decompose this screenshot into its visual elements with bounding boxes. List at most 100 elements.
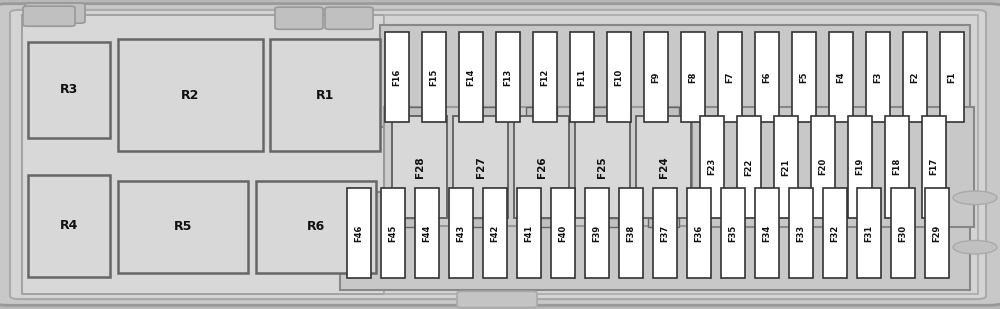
Text: F10: F10	[614, 69, 624, 86]
Text: F40: F40	[558, 225, 568, 242]
Bar	[459, 32, 483, 122]
Bar	[866, 32, 890, 122]
Text: F36: F36	[695, 225, 704, 242]
Text: F11: F11	[578, 69, 587, 86]
Bar	[903, 32, 927, 122]
Bar	[385, 32, 409, 122]
Text: F25: F25	[597, 156, 607, 178]
Bar	[118, 181, 248, 273]
Text: F41: F41	[524, 225, 534, 242]
Bar	[607, 32, 631, 122]
Bar	[857, 188, 881, 278]
Text: F44: F44	[422, 225, 432, 242]
Bar	[415, 188, 439, 278]
Bar	[653, 188, 677, 278]
FancyBboxPatch shape	[457, 291, 537, 307]
Bar	[22, 15, 384, 294]
Bar	[483, 188, 507, 278]
Bar	[270, 39, 380, 151]
Bar	[587, 218, 618, 227]
FancyBboxPatch shape	[275, 7, 323, 29]
Bar	[347, 188, 371, 278]
Bar	[811, 116, 835, 218]
Bar	[381, 188, 405, 278]
Text: F39: F39	[592, 225, 602, 242]
Bar	[681, 32, 705, 122]
Bar	[687, 188, 711, 278]
Text: F30: F30	[898, 225, 908, 242]
Bar	[453, 116, 508, 218]
Text: F27: F27	[476, 156, 486, 178]
Text: F23: F23	[708, 158, 716, 176]
Bar	[848, 116, 872, 218]
Text: F46: F46	[354, 225, 364, 242]
Bar	[891, 188, 915, 278]
Bar	[648, 218, 679, 227]
Text: F6: F6	[763, 71, 772, 83]
Text: F32: F32	[830, 225, 840, 242]
Bar	[755, 32, 779, 122]
Bar	[526, 218, 557, 227]
Bar	[700, 116, 724, 218]
Bar	[587, 107, 618, 116]
Bar	[721, 188, 745, 278]
Text: F3: F3	[874, 72, 883, 83]
FancyBboxPatch shape	[325, 7, 373, 29]
Bar	[885, 116, 909, 218]
Text: R6: R6	[307, 220, 325, 234]
Bar	[925, 188, 949, 278]
FancyBboxPatch shape	[25, 3, 85, 23]
Bar	[496, 32, 520, 122]
Text: F20: F20	[818, 158, 828, 176]
Bar	[737, 116, 761, 218]
Bar	[256, 181, 376, 273]
Bar	[384, 107, 704, 226]
Text: F34: F34	[763, 225, 772, 242]
Bar	[829, 32, 853, 122]
Text: F7: F7	[726, 72, 734, 83]
Text: F8: F8	[689, 72, 698, 83]
Bar	[449, 188, 473, 278]
Text: F24: F24	[658, 156, 668, 178]
FancyBboxPatch shape	[0, 4, 1000, 305]
Bar	[392, 116, 447, 218]
Circle shape	[953, 240, 997, 254]
Bar	[922, 116, 946, 218]
Text: F31: F31	[864, 225, 874, 242]
Bar	[575, 116, 630, 218]
Bar	[28, 175, 110, 277]
Bar	[384, 15, 978, 294]
Bar	[644, 32, 668, 122]
Text: F19: F19	[856, 158, 864, 176]
Bar	[636, 116, 691, 218]
Bar	[514, 116, 569, 218]
Text: F45: F45	[388, 225, 398, 242]
Bar	[404, 218, 435, 227]
Text: R4: R4	[60, 219, 78, 232]
Text: R3: R3	[60, 83, 78, 96]
Text: F43: F43	[456, 225, 465, 242]
Bar	[526, 107, 557, 116]
Text: F21: F21	[781, 158, 790, 176]
Bar	[465, 107, 496, 116]
Text: R1: R1	[316, 88, 334, 102]
Bar	[517, 188, 541, 278]
Bar	[551, 188, 575, 278]
Text: F33: F33	[796, 225, 806, 242]
Bar	[422, 32, 446, 122]
Bar	[465, 218, 496, 227]
Text: F14: F14	[467, 69, 476, 86]
Text: F38: F38	[626, 225, 636, 242]
Text: F5: F5	[800, 71, 808, 83]
Bar	[118, 39, 263, 151]
FancyBboxPatch shape	[23, 6, 75, 26]
FancyBboxPatch shape	[10, 10, 986, 299]
Bar	[533, 32, 557, 122]
Text: F22: F22	[744, 158, 754, 176]
Text: F18: F18	[893, 158, 902, 176]
Bar	[28, 42, 110, 138]
Bar	[692, 107, 974, 227]
Text: F42: F42	[490, 225, 500, 242]
Text: F1: F1	[948, 71, 956, 83]
Bar	[792, 32, 816, 122]
